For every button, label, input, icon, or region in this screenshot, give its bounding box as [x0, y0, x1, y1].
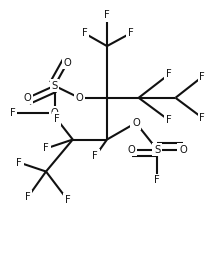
Text: O: O: [24, 93, 32, 103]
Text: O: O: [132, 118, 140, 128]
Text: F: F: [65, 195, 70, 205]
Text: F: F: [25, 192, 31, 202]
Text: O: O: [51, 108, 58, 118]
Text: F: F: [82, 28, 87, 38]
Text: O: O: [128, 145, 135, 155]
Text: O: O: [179, 145, 187, 155]
Text: O: O: [64, 58, 71, 68]
Text: F: F: [166, 115, 172, 125]
Text: S: S: [154, 145, 160, 155]
Text: F: F: [155, 175, 160, 186]
Text: F: F: [128, 28, 133, 38]
Text: F: F: [43, 143, 49, 154]
Text: F: F: [166, 69, 172, 79]
Text: F: F: [199, 113, 205, 123]
Text: F: F: [54, 114, 59, 124]
Text: F: F: [199, 72, 205, 82]
Text: F: F: [16, 157, 22, 168]
Text: S: S: [51, 81, 58, 91]
Text: O: O: [75, 93, 83, 103]
Text: F: F: [104, 10, 110, 20]
Text: F: F: [92, 151, 98, 161]
Text: F: F: [10, 108, 16, 118]
